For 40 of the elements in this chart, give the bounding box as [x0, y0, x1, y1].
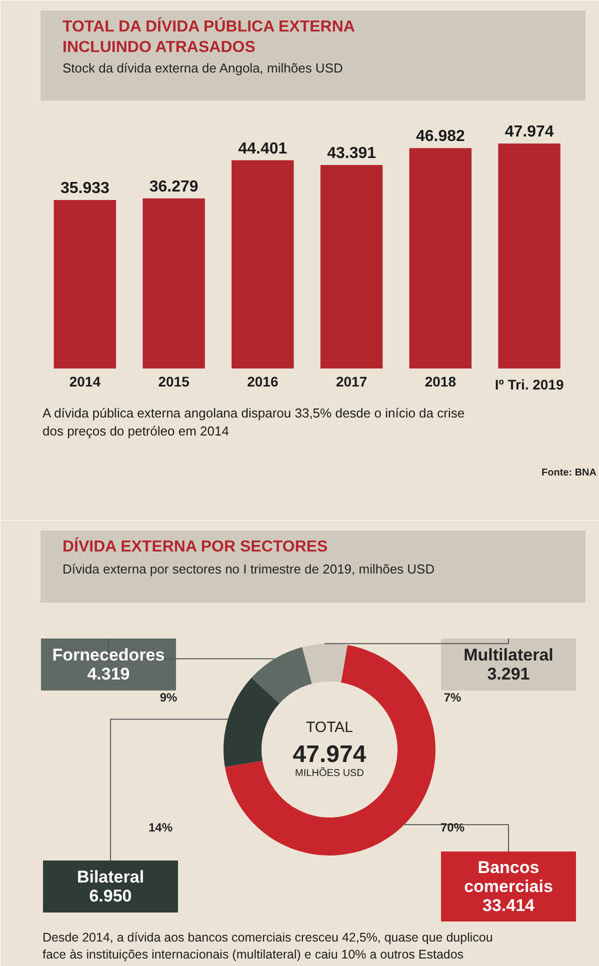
- text: 7%: [444, 690, 462, 704]
- text: MILHÕES USD: [295, 767, 364, 779]
- bar: [232, 160, 294, 368]
- text: A dívida pública externa angolana disparou 33,5% desde o início da crise dos preços do petróleo em 2014: [42, 406, 465, 438]
- chart-subtitle: Dívida externa por sectores no I trimestre de 2019, milhões USD: [62, 562, 435, 576]
- x-tick-label: 2015: [158, 374, 190, 390]
- source-note: Fonte: BNA: [542, 468, 597, 478]
- data-label: 35.933: [60, 180, 110, 197]
- data-label: 6.950: [89, 886, 132, 906]
- x-tick-label: 2018: [424, 374, 456, 390]
- data-label: 4.319: [87, 664, 130, 684]
- data-label: 47.974: [504, 124, 554, 140]
- text: TOTAL: [306, 719, 353, 736]
- slice-label: Bilateral: [76, 868, 144, 886]
- x-tick-label: 2017: [336, 374, 368, 390]
- chart-title: TOTAL DA DÍVIDA PÚBLICA EXTERNA INCLUINDO ATRASADOS: [62, 16, 356, 56]
- bar: [498, 144, 560, 368]
- slice-label: Bancos comerciais: [464, 858, 553, 896]
- data-label: 46.982: [416, 128, 465, 146]
- chart-title: DÍVIDA EXTERNA POR SECTORES: [62, 536, 328, 556]
- bar: [320, 164, 383, 368]
- text: 70%: [440, 820, 465, 834]
- bar: [142, 198, 205, 368]
- x-tick-label: 2016: [247, 374, 278, 390]
- bar: [409, 148, 472, 368]
- data-label: 33.414: [482, 896, 536, 915]
- bar: [54, 200, 116, 368]
- text: 14%: [148, 820, 173, 834]
- data-label: 44.401: [238, 140, 288, 158]
- x-tick-label: Iº Tri. 2019: [494, 376, 564, 392]
- chart-subtitle: Stock da dívida externa de Angola, milhões USD: [62, 60, 343, 76]
- text: Desde 2014, a dívida aos bancos comerciais cresceu 42,5%, quase que duplicou face às instituições internacionais (multilateral) e caiu 10% a outros Estados: [42, 930, 493, 962]
- x-tick-label: 2014: [69, 374, 101, 390]
- data-label: 36.279: [149, 178, 198, 196]
- data-label: 43.391: [327, 144, 376, 162]
- text: 47.974: [292, 741, 367, 768]
- data-label: 3.291: [487, 664, 530, 684]
- slice-label: Multilateral: [464, 646, 554, 664]
- slice-label: Fornecedores: [52, 646, 165, 664]
- text: 9%: [160, 690, 178, 704]
